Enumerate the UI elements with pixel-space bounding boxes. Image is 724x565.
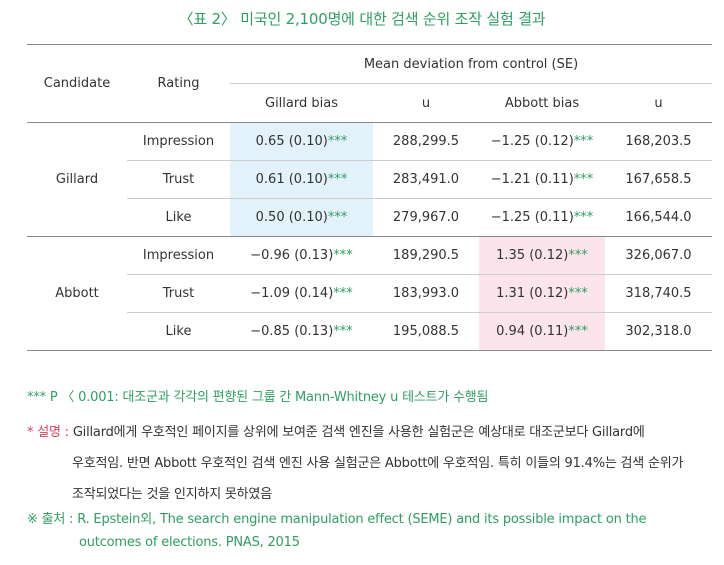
rating-cell: Impression bbox=[127, 122, 230, 161]
abbott-bias-cell: 0.94 (0.11)*** bbox=[479, 312, 605, 351]
description-line-2: 우호적임. 반면 Abbott 우호적인 검색 엔진 사용 실험군은 Abbot… bbox=[72, 456, 684, 471]
rating-cell: Like bbox=[127, 198, 230, 237]
col-header-rating: Rating bbox=[127, 44, 230, 123]
results-table: Candidate Rating Mean deviation from con… bbox=[27, 44, 712, 351]
abbott-bias-cell: 1.31 (0.12)*** bbox=[479, 274, 605, 313]
gillard-bias-cell: 0.50 (0.10)*** bbox=[230, 198, 373, 237]
table-row: Trust 0.61 (0.10)*** 283,491.0 −1.21 (0.… bbox=[27, 160, 712, 199]
abbott-bias-cell: −1.25 (0.12)*** bbox=[479, 122, 605, 161]
gillard-bias-cell: −0.96 (0.13)*** bbox=[230, 236, 373, 275]
table-row: Gillard Impression 0.65 (0.10)*** 288,29… bbox=[27, 122, 712, 237]
table-row: Like −0.85 (0.13)*** 195,088.5 0.94 (0.1… bbox=[27, 312, 712, 351]
candidate-cell: Gillard bbox=[27, 122, 127, 237]
significance-note: *** P 〈 0.001: 대조군과 각각의 편향된 그룹 간 Mann-Wh… bbox=[27, 390, 489, 405]
table-row: Trust −1.09 (0.14)*** 183,993.0 1.31 (0.… bbox=[27, 274, 712, 313]
u1-cell: 183,993.0 bbox=[373, 274, 479, 313]
u2-cell: 302,318.0 bbox=[605, 312, 712, 351]
u1-cell: 283,491.0 bbox=[373, 160, 479, 199]
u1-cell: 279,967.0 bbox=[373, 198, 479, 237]
col-header-abbott-bias: Abbott bias bbox=[479, 83, 605, 123]
col-header-group: Mean deviation from control (SE) bbox=[230, 44, 712, 84]
col-header-gillard-bias: Gillard bias bbox=[230, 83, 373, 123]
table-row: Abbott Impression −0.96 (0.13)*** 189,29… bbox=[27, 236, 712, 351]
candidate-cell: Abbott bbox=[27, 236, 127, 351]
gillard-bias-cell: −0.85 (0.13)*** bbox=[230, 312, 373, 351]
u2-cell: 326,067.0 bbox=[605, 236, 712, 275]
rating-cell: Impression bbox=[127, 236, 230, 275]
description-label: * 설명 : bbox=[27, 425, 69, 440]
description-note: * 설명 : Gillard에게 우호적인 페이지를 상위에 보여준 검색 엔진… bbox=[27, 417, 719, 510]
description-line-1: Gillard에게 우호적인 페이지를 상위에 보여준 검색 엔진을 사용한 실… bbox=[72, 425, 645, 440]
rating-cell: Trust bbox=[127, 160, 230, 199]
gillard-bias-cell: −1.09 (0.14)*** bbox=[230, 274, 373, 313]
u2-cell: 318,740.5 bbox=[605, 274, 712, 313]
u1-cell: 189,290.5 bbox=[373, 236, 479, 275]
rating-cell: Trust bbox=[127, 274, 230, 313]
abbott-bias-cell: −1.25 (0.11)*** bbox=[479, 198, 605, 237]
table-title: 〈표 2〉 미국인 2,100명에 대한 검색 순위 조작 실험 결과 bbox=[178, 10, 546, 28]
gillard-bias-cell: 0.61 (0.10)*** bbox=[230, 160, 373, 199]
col-header-u2: u bbox=[605, 83, 712, 123]
u2-cell: 168,203.5 bbox=[605, 122, 712, 161]
u2-cell: 167,658.5 bbox=[605, 160, 712, 199]
col-header-candidate: Candidate bbox=[27, 44, 127, 123]
source-line-2: outcomes of elections. PNAS, 2015 bbox=[79, 535, 300, 550]
source-note: ※ 출처 : R. Epstein외, The search engine ma… bbox=[27, 508, 717, 554]
u2-cell: 166,544.0 bbox=[605, 198, 712, 237]
source-label: ※ 출처 : bbox=[27, 512, 74, 527]
abbott-bias-cell: −1.21 (0.11)*** bbox=[479, 160, 605, 199]
rating-cell: Like bbox=[127, 312, 230, 351]
col-header-u1: u bbox=[373, 83, 479, 123]
description-line-3: 조작되었다는 것을 인지하지 못하였음 bbox=[72, 487, 272, 502]
u1-cell: 288,299.5 bbox=[373, 122, 479, 161]
abbott-bias-cell: 1.35 (0.12)*** bbox=[479, 236, 605, 275]
table-row: Like 0.50 (0.10)*** 279,967.0 −1.25 (0.1… bbox=[27, 198, 712, 237]
u1-cell: 195,088.5 bbox=[373, 312, 479, 351]
source-line-1: R. Epstein외, The search engine manipulat… bbox=[77, 512, 647, 527]
gillard-bias-cell: 0.65 (0.10)*** bbox=[230, 122, 373, 161]
